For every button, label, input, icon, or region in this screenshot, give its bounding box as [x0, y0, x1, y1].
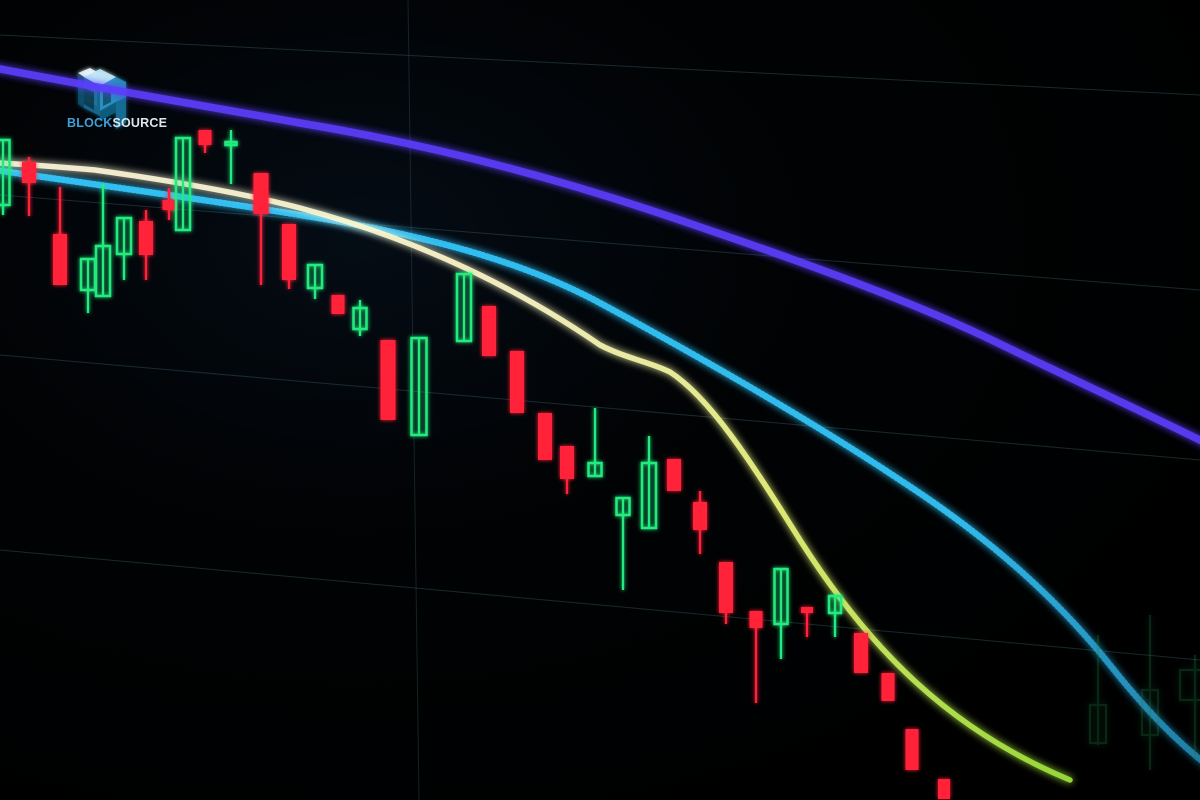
svg-text:BLOCKSOURCE: BLOCKSOURCE — [67, 116, 167, 130]
